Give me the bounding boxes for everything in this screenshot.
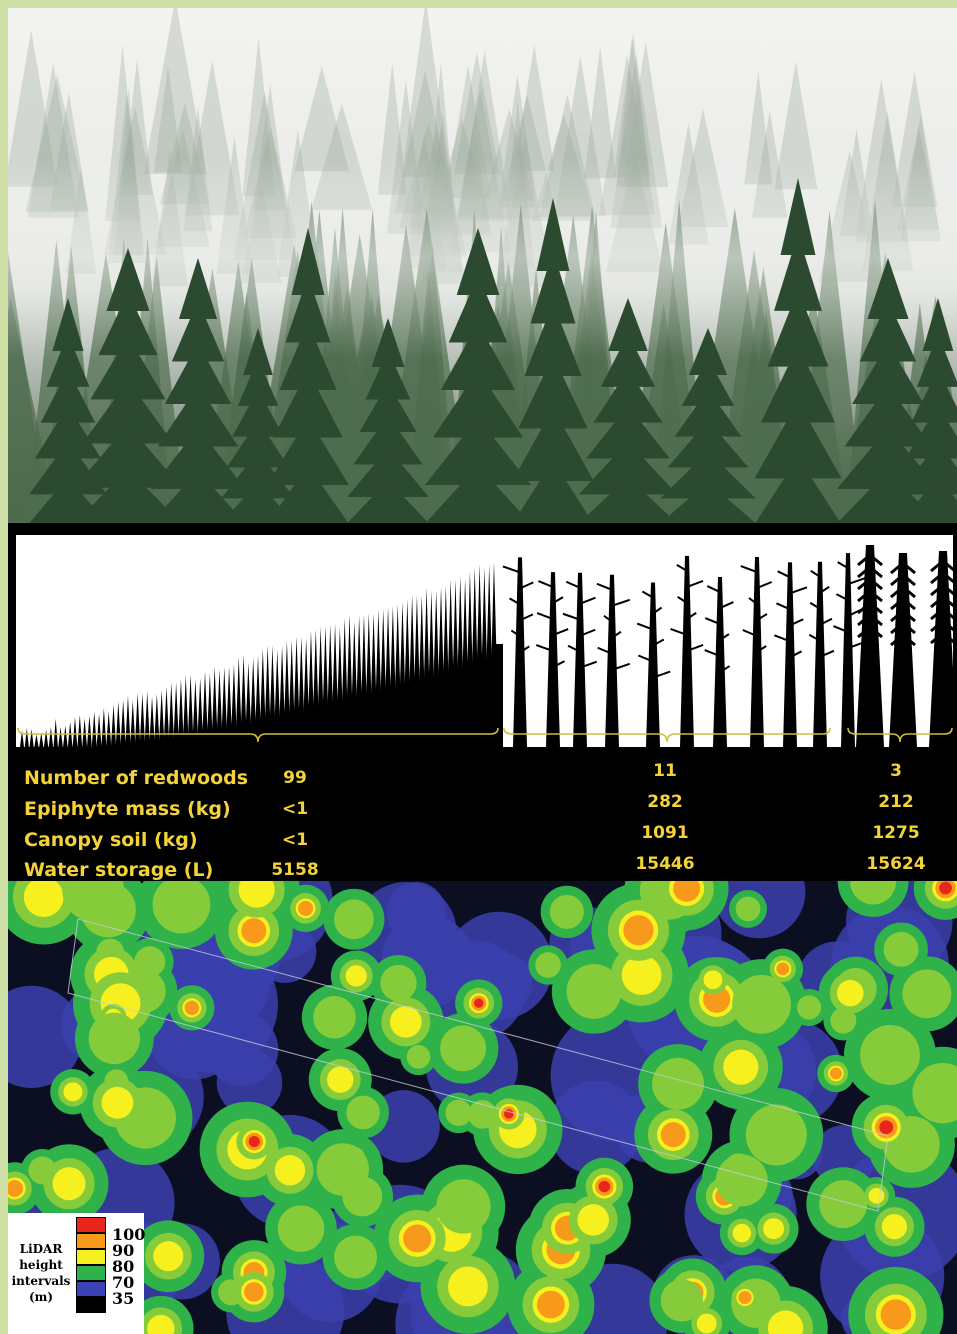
group2-epiphyte: 282 xyxy=(647,792,683,812)
legend-tick-90: 90 xyxy=(112,1241,135,1260)
row-label-water: Water storage (L) xyxy=(24,859,214,881)
tree-silhouette-panel: Number of redwoods Epiphyte mass (kg) Ca… xyxy=(8,523,957,881)
group2-soil: 1091 xyxy=(641,823,689,843)
group1-epiphyte: <1 xyxy=(281,799,309,819)
group1-count: 99 xyxy=(283,768,307,788)
group3-water: 15624 xyxy=(866,854,926,874)
lidar-canopy-art xyxy=(8,881,957,1334)
group2-water: 15446 xyxy=(635,854,695,874)
tree-silhouettes xyxy=(17,545,957,747)
group1-soil: <1 xyxy=(281,830,309,850)
legend-tick-80: 80 xyxy=(112,1257,135,1276)
legend-tick-70: 70 xyxy=(112,1273,135,1292)
legend-swatch-orange xyxy=(76,1233,106,1249)
legend-title-line: (m) xyxy=(28,1290,54,1304)
group3-count: 3 xyxy=(890,761,902,781)
legend-tick-35: 35 xyxy=(112,1289,135,1308)
row-label-soil: Canopy soil (kg) xyxy=(24,829,198,851)
group3-epiphyte: 212 xyxy=(878,792,914,812)
legend-tick-100: 100 xyxy=(112,1225,146,1244)
legend-title-line: LiDAR xyxy=(19,1242,63,1256)
legend-title-line: intervals xyxy=(11,1274,71,1288)
row-label-number: Number of redwoods xyxy=(24,767,249,789)
forest-photo-art xyxy=(8,8,957,523)
group2-count: 11 xyxy=(653,761,677,781)
legend-title: LiDAR height intervals (m) xyxy=(10,1241,72,1305)
legend-swatch-black xyxy=(76,1297,106,1313)
legend-swatch-green xyxy=(76,1265,106,1281)
legend-title-line: height xyxy=(19,1258,63,1272)
group1-water: 5158 xyxy=(271,860,319,880)
legend-swatch-red xyxy=(76,1217,106,1233)
forest-photo xyxy=(8,8,957,523)
lidar-height-map xyxy=(8,881,957,1334)
legend-swatch-blue xyxy=(76,1281,106,1297)
lidar-legend: LiDAR height intervals (m) 100 90 80 70 … xyxy=(8,1213,146,1334)
legend-swatch-yellow xyxy=(76,1249,106,1265)
group3-soil: 1275 xyxy=(872,823,920,843)
row-label-epiphyte: Epiphyte mass (kg) xyxy=(24,798,231,820)
